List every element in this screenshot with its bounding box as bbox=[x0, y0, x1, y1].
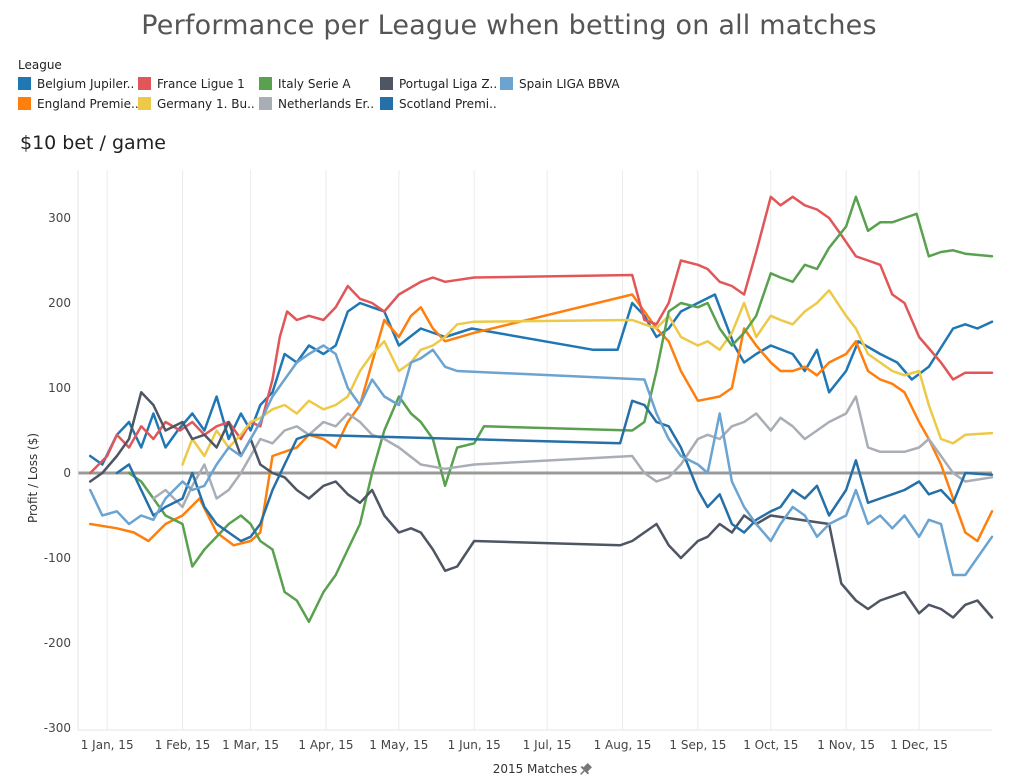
y-axis-label: Profit / Loss ($) bbox=[26, 433, 40, 523]
legend-title: League bbox=[18, 58, 62, 72]
legend-label: Spain LIGA BBVA bbox=[519, 77, 620, 91]
series-line[interactable] bbox=[88, 344, 994, 577]
legend-label: Germany 1. Bu.. bbox=[157, 97, 255, 111]
legend-swatch bbox=[380, 97, 393, 110]
x-tick-label: 1 Jan, 15 bbox=[81, 738, 134, 752]
y-tick-label: 100 bbox=[48, 381, 71, 395]
legend-label: Portugal Liga Z.. bbox=[399, 77, 498, 91]
y-tick-label: 0 bbox=[63, 466, 71, 480]
legend-label: Netherlands Er.. bbox=[278, 97, 375, 111]
series-line[interactable] bbox=[115, 399, 994, 543]
series-line[interactable] bbox=[88, 195, 994, 475]
x-tick-label: 1 Jun, 15 bbox=[448, 738, 501, 752]
x-tick-label: 1 Sep, 15 bbox=[669, 738, 726, 752]
chart-axes: 1 Jan, 15 1 Feb, 15 1 Mar, 15 1 Apr, 15 1 Ma… bbox=[44, 170, 992, 752]
legend-swatch bbox=[138, 97, 151, 110]
legend-label: France Ligue 1 bbox=[157, 77, 245, 91]
pin-icon[interactable] bbox=[577, 762, 593, 778]
legend-label: Scotland Premi.. bbox=[399, 97, 497, 111]
y-tick-label: -300 bbox=[44, 721, 71, 735]
legend-item[interactable]: Spain LIGA BBVA bbox=[500, 77, 620, 91]
x-tick-label: 1 Feb, 15 bbox=[155, 738, 211, 752]
legend-item[interactable]: Belgium Jupiler.. bbox=[18, 77, 134, 91]
x-tick-label: 1 Apr, 15 bbox=[298, 738, 353, 752]
chart-grid bbox=[106, 170, 920, 730]
y-tick-label: -200 bbox=[44, 636, 71, 650]
series-line[interactable] bbox=[88, 293, 994, 547]
chart-subtitle: $10 bet / game bbox=[20, 132, 166, 154]
series-line[interactable] bbox=[88, 391, 994, 619]
legend-item[interactable]: England Premie.. bbox=[18, 97, 139, 111]
x-tick-label: 1 Jul, 15 bbox=[523, 738, 572, 752]
x-tick-label: 1 Aug, 15 bbox=[594, 738, 652, 752]
legend-swatch bbox=[500, 77, 513, 90]
x-tick-label: 1 Oct, 15 bbox=[743, 738, 798, 752]
legend-swatch bbox=[259, 97, 272, 110]
series-lines[interactable] bbox=[88, 195, 994, 624]
legend-swatch bbox=[18, 97, 31, 110]
legend-label: England Premie.. bbox=[37, 97, 139, 111]
y-tick-label: 200 bbox=[48, 296, 71, 310]
series-line[interactable] bbox=[88, 293, 994, 466]
y-tick-label: 300 bbox=[48, 211, 71, 225]
series-line[interactable] bbox=[152, 395, 994, 509]
legend-swatch bbox=[18, 77, 31, 90]
legend-item[interactable]: Scotland Premi.. bbox=[380, 97, 497, 111]
legend-swatch bbox=[259, 77, 272, 90]
legend-swatch bbox=[380, 77, 393, 90]
x-tick-label: 1 Mar, 15 bbox=[222, 738, 279, 752]
x-tick-label: 1 May, 15 bbox=[369, 738, 428, 752]
legend-item[interactable]: Germany 1. Bu.. bbox=[138, 97, 255, 111]
series-line[interactable] bbox=[181, 289, 994, 466]
legend-item[interactable]: Italy Serie A bbox=[259, 77, 351, 91]
legend-item[interactable]: Netherlands Er.. bbox=[259, 97, 374, 111]
chart-title: Performance per League when betting on a… bbox=[141, 10, 877, 41]
legend-label: Italy Serie A bbox=[278, 77, 351, 91]
legend-swatch bbox=[138, 77, 151, 90]
legend-item[interactable]: Portugal Liga Z.. bbox=[380, 77, 497, 91]
legend-label: Belgium Jupiler.. bbox=[37, 77, 135, 91]
x-tick-label: 1 Dec, 15 bbox=[890, 738, 948, 752]
y-tick-label: -100 bbox=[44, 551, 71, 565]
series-line[interactable] bbox=[127, 195, 994, 624]
legend-item[interactable]: France Ligue 1 bbox=[138, 77, 245, 91]
x-axis-label: 2015 Matches bbox=[493, 762, 578, 776]
x-tick-label: 1 Nov, 15 bbox=[817, 738, 875, 752]
